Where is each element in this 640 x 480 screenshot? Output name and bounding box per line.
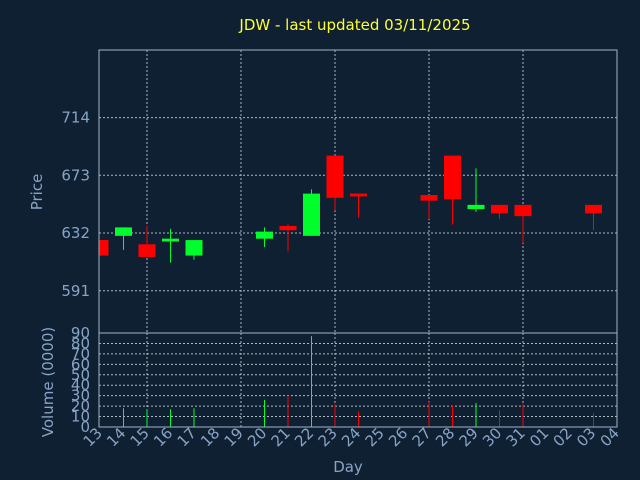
- x-tick-label: 21: [268, 424, 294, 450]
- x-tick-label: 03: [573, 424, 599, 450]
- volume-tick-label: 10: [71, 408, 90, 426]
- chart-title: JDW - last updated 03/11/2025: [238, 16, 470, 34]
- candle-body: [279, 225, 297, 231]
- x-tick-label: 26: [385, 424, 411, 450]
- volume-tick-label: 60: [71, 355, 90, 373]
- price-tick-label: 714: [61, 109, 90, 127]
- candle-30: [491, 204, 508, 219]
- x-tick-label: 27: [409, 424, 435, 450]
- volume-tick-label: 80: [71, 334, 90, 352]
- volume-bars: [123, 336, 594, 427]
- candle-24: [350, 193, 367, 218]
- candle-body: [444, 155, 461, 200]
- volume-tick-label: 50: [71, 366, 90, 384]
- volume-tick-label: 20: [71, 397, 90, 415]
- x-tick-label: 20: [244, 424, 270, 450]
- volume-tick-label: 0: [80, 418, 90, 436]
- candle-15: [138, 225, 156, 257]
- candle-03: [585, 204, 602, 231]
- price-grid: [99, 50, 618, 333]
- volume-tick-label: 40: [71, 376, 90, 394]
- candle-27: [420, 195, 438, 219]
- x-tick-label: 02: [550, 424, 576, 450]
- price-axis-label: Price: [28, 174, 46, 211]
- candle-29: [467, 168, 485, 212]
- volume-tick-label: 70: [71, 345, 90, 363]
- x-tick-label: 22: [291, 424, 317, 450]
- x-tick-label: 01: [526, 424, 552, 450]
- candle-body: [350, 193, 367, 197]
- candle-body: [162, 238, 179, 242]
- x-tick-label: 04: [597, 424, 623, 450]
- x-tick-label: 14: [103, 424, 129, 450]
- candle-31: [514, 204, 532, 243]
- volume-panel-frame: [98, 332, 618, 428]
- x-tick-label: 29: [456, 424, 482, 450]
- x-tick-label: 28: [432, 424, 458, 450]
- volume-axis-label: Volume (0000): [39, 327, 57, 437]
- candle-body: [256, 231, 273, 239]
- x-tick-label: 31: [503, 424, 529, 450]
- candle-body: [99, 240, 109, 256]
- price-tick-label: 673: [61, 166, 90, 184]
- x-tick-labels: 1314151617181920212223242526272829303101…: [80, 424, 623, 450]
- candle-body: [326, 155, 344, 198]
- candle-17: [185, 240, 203, 260]
- candle-20: [256, 227, 273, 248]
- candle-23: [326, 155, 344, 211]
- x-tick-label: 23: [315, 424, 341, 450]
- candle-body: [138, 244, 156, 257]
- candle-body: [303, 193, 320, 236]
- candle-body: [514, 204, 532, 217]
- price-tick-label: 632: [61, 224, 90, 242]
- x-tick-label: 19: [221, 424, 247, 450]
- candle-body: [185, 240, 203, 256]
- price-y-ticks: 591 632 673 714: [61, 109, 90, 300]
- x-tick-label: 24: [338, 424, 364, 450]
- candle-13: [99, 240, 109, 256]
- candle-body: [115, 227, 132, 236]
- candle-body: [467, 204, 485, 210]
- x-tick-label: 18: [197, 424, 223, 450]
- x-axis-label: Day: [333, 458, 363, 476]
- candle-14: [115, 227, 132, 250]
- candle-28: [444, 155, 461, 225]
- volume-tick-label: 90: [71, 324, 90, 342]
- candle-22: [303, 189, 320, 236]
- x-tick-label: 25: [362, 424, 388, 450]
- x-tick-label: 17: [174, 424, 200, 450]
- candle-body: [585, 204, 602, 214]
- candle-body: [491, 204, 508, 214]
- x-tick-label: 16: [150, 424, 176, 450]
- price-candles: [99, 155, 602, 263]
- x-tick-label: 30: [479, 424, 505, 450]
- x-tick-label: 15: [127, 424, 153, 450]
- volume-tick-label: 30: [71, 387, 90, 405]
- price-tick-label: 591: [61, 282, 90, 300]
- candle-body: [420, 195, 438, 201]
- candle-16: [162, 228, 179, 263]
- candle-21: [279, 224, 297, 252]
